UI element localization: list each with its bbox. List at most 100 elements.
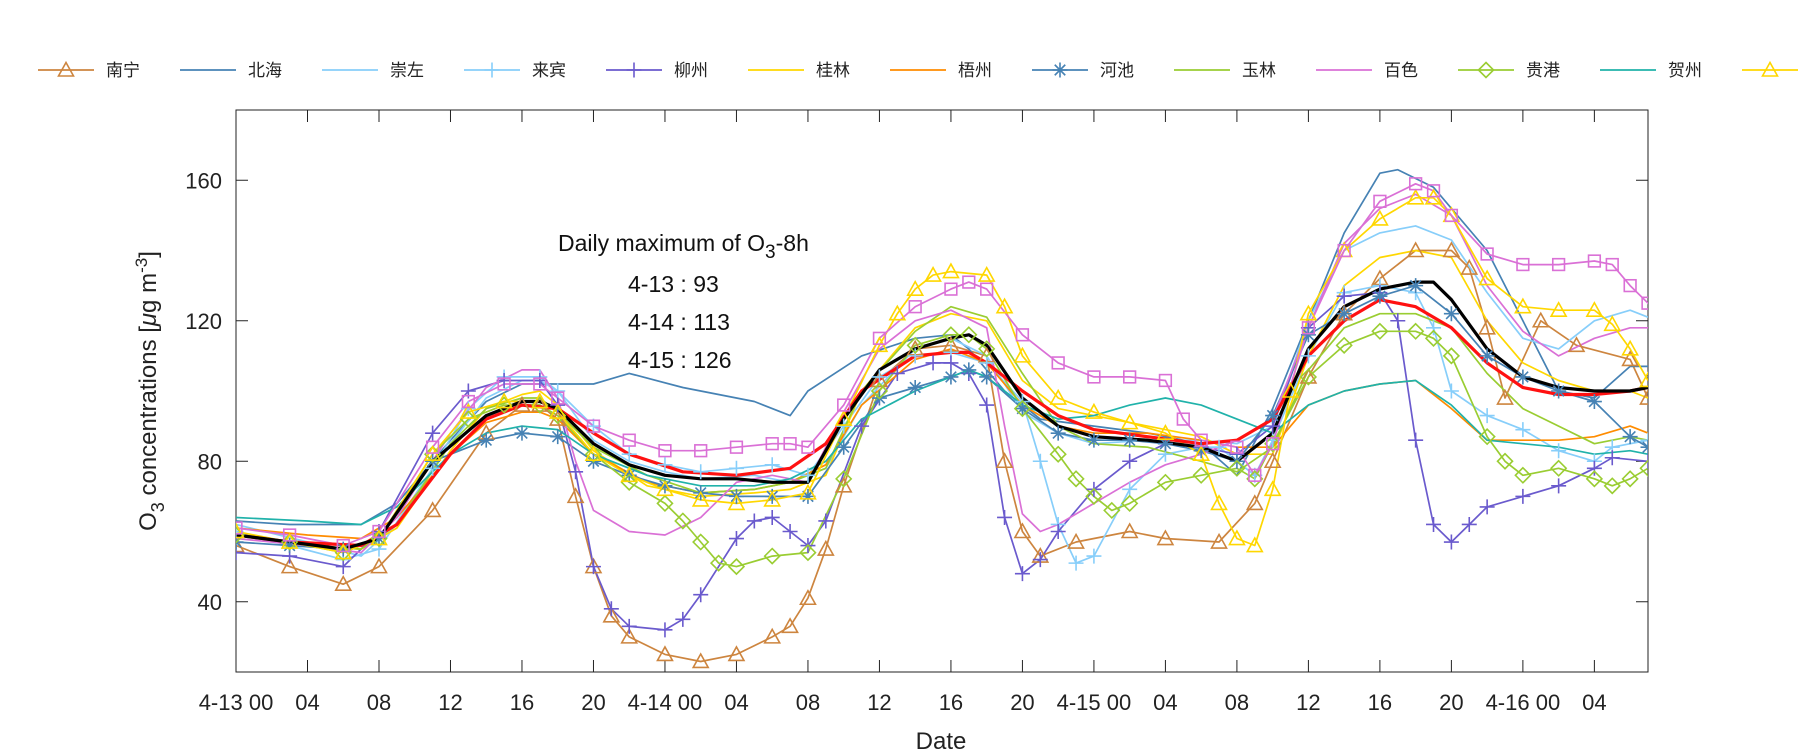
series-e992a6e5b79e-point-11 (656, 480, 674, 497)
series-e69da5e5aebe-point-24 (1068, 555, 1084, 571)
series-e69da5e5aebe-point-40 (1551, 443, 1567, 459)
series-e998b2e59f8ee6b8af-point-48 (1732, 329, 1744, 341)
series-e69fb3e5b79e-point-16 (728, 531, 744, 547)
series-e69da5e5aebe-point-38 (1479, 408, 1495, 424)
series-e8b4b5e6b8af-point-40 (1442, 347, 1461, 365)
series-e8b4b5e6b8af-point-37 (1371, 322, 1389, 340)
markers-layer (236, 177, 1744, 669)
series-e58d97e5ae81-point-38 (1442, 241, 1461, 258)
series-e69fb3e5b79e-point-50 (1604, 450, 1620, 466)
series-e8b4b5e6b8af-point-16 (763, 547, 781, 565)
series-e69da5e5aebe-point-26 (1122, 481, 1138, 497)
y-axis-title-base: O (135, 512, 162, 531)
series-e58d97e5ae81-point-19 (816, 539, 835, 556)
y-axis-title-mu: μ (135, 313, 162, 327)
series-e998b2e59f8ee6b8af-point-5 (461, 394, 476, 409)
series-e992a6e5b79e-point-20 (924, 265, 942, 282)
series-e8b4b5e6b8af-point-31 (1192, 466, 1210, 484)
series-e58d97e5ae81-point-4 (423, 501, 442, 518)
series-e69da5e5aebe-point-8 (550, 383, 566, 399)
series-e992a6e5b79e-point-30 (1210, 494, 1228, 511)
series-e6b2b3e6b1a0-point-3 (371, 531, 387, 547)
series-e58d97e5ae81-point-33 (1263, 452, 1282, 469)
legend-e58d97e5ae81-label: 南宁 (106, 61, 140, 81)
series-e8b4b5e6b8af-point-20 (906, 336, 924, 354)
x-tick-label-17: 20 (1439, 690, 1463, 715)
series-e998b2e59f8ee6b8af-point-38 (1444, 208, 1459, 223)
series-e998b2e59f8ee6b8af-point-3 (372, 524, 386, 539)
chart-legend: 南宁北海崇左来宾柳州桂林梧州河池玉林百色贵港贺州钦州防城港 (38, 60, 1798, 81)
x-tick-label-14: 08 (1225, 690, 1249, 715)
series-e998b2e59f8ee6b8af-point-2 (336, 538, 350, 553)
y-axis-title-sub: 3 (148, 502, 168, 512)
series-e6b2b3e6b1a0-point-17 (907, 379, 923, 395)
legend-e799bee889b2-label: 百色 (1384, 61, 1418, 81)
series-e69fb3e5b79e-point-9 (568, 464, 584, 480)
series-e58d97e5ae81-point-20 (834, 476, 853, 493)
series-e992a6e5b79e-point-29 (1192, 445, 1211, 462)
x-tick-label-6: 4-14 00 (628, 690, 703, 715)
series-e8b4b5e6b8af-point-21 (942, 326, 960, 344)
series-e8b4b5e6b8af-point-32 (1228, 459, 1246, 477)
series-e69fb3e5b79e-point-2 (335, 559, 351, 575)
annotation-title: Daily maximum of O3-8h (558, 230, 809, 263)
series-e8b4b5e6b8af-point-15 (727, 557, 746, 576)
series-e58d97e5ae81-point-21 (870, 371, 889, 388)
annotation-line-2: 4-14 : 113 (628, 309, 730, 335)
x-tick-label-8: 08 (796, 690, 820, 715)
series-e6b2b3e6b1a0-point-39 (1640, 439, 1648, 455)
series-e69da5e5aebe-point-22 (1032, 453, 1048, 469)
series-e6b2b3e6b1a0-point-5 (478, 432, 494, 448)
series-e8b4b5e6b8af-point-47 (1621, 470, 1639, 488)
series-e69fb3e5b79e-point-31 (1050, 524, 1066, 539)
series-e69da5e5aebe-point-14 (764, 457, 780, 473)
series-e8b4b5e6b8af-point-44 (1550, 459, 1568, 477)
legend-e78e89e69e97-label: 玉林 (1242, 61, 1276, 81)
series-e6b2b3e6b1a0-point-18 (943, 369, 959, 385)
series-e998b2e59f8ee6b8af-point-37 (1426, 184, 1441, 198)
series-e6b2b3e6b1a0-point-15 (836, 439, 852, 455)
series-e998b2e59f8ee6b8af-point-21 (962, 275, 976, 289)
series-e992a6e5b79e-point-42 (1514, 297, 1532, 314)
series-e998b2e59f8ee6b8af-point-15 (783, 437, 797, 451)
x-tick-label-12: 4-15 00 (1057, 690, 1132, 715)
x-tick-label-0: 4-13 00 (199, 690, 274, 715)
series-e6b2b3e6b1a0-point-29 (1300, 327, 1316, 343)
legend-e992a6e5b79e-marker (1761, 60, 1779, 77)
series-e992a6e5b79e-point-34 (1281, 381, 1300, 398)
x-tick-label-2: 08 (367, 690, 391, 715)
annotation-title-pre: Daily maximum of O (558, 230, 765, 256)
annotation-title-post: -8h (776, 230, 809, 256)
series-e6b2b3e6b1a0-point-20 (979, 369, 995, 385)
y-axis-title: O3 concentrations [μg m-3] (132, 251, 168, 531)
x-tick-label-7: 04 (724, 690, 748, 715)
series-e8b4b5e6b8af-point-30 (1156, 473, 1175, 491)
series-e8b4b5e6b8af-point-38 (1407, 322, 1425, 340)
series-e992a6e5b79e-point-8 (548, 402, 567, 419)
series-e992a6e5b79e-point-47 (1639, 371, 1648, 388)
series-e69da5e5aebe-point-12 (693, 464, 709, 480)
series-e58d97e5ae81-point-44 (1621, 350, 1639, 367)
series-e998b2e59f8ee6b8af-point-35 (1373, 194, 1387, 208)
series-e69da5e5aebe-line (236, 284, 1648, 564)
y-tick-label-1: 80 (198, 449, 222, 474)
series-e992a6e5b79e-point-5 (459, 402, 478, 419)
series-e69fb3e5b79e-line (236, 291, 1648, 631)
series-e998b2e59f8ee6b8af-point-27 (1158, 373, 1173, 388)
series-e6b2b3e6b1a0-point-21 (1014, 401, 1030, 417)
series-e998b2e59f8ee6b8af-point-14 (765, 437, 779, 451)
series-e992a6e5b79e-point-33 (1263, 480, 1282, 497)
y-axis-title-text: concentrations [ (135, 326, 162, 502)
series-e998b2e59f8ee6b8af-point-16 (801, 440, 815, 454)
legend-e6a2a7e5b79e-label: 梧州 (958, 61, 992, 81)
series-e998b2e59f8ee6b8af-point-29 (1194, 433, 1208, 447)
series-e998b2e59f8ee6b8af-point-26 (1123, 370, 1137, 384)
y-tick-label-0: 40 (198, 590, 222, 615)
legend-e69fb3e5b79e-marker (626, 62, 642, 78)
series-e69da5e5aebe-point-15 (800, 467, 816, 483)
series-e992a6e5b79e-point-22 (977, 265, 996, 282)
series-e998b2e59f8ee6b8af-point-6 (497, 377, 511, 391)
legend-e6b2b3e6b1a0-label: 河池 (1100, 61, 1134, 81)
series-e992a6e5b79e-point-12 (691, 490, 710, 507)
series-e69fb3e5b79e-point-13 (657, 622, 673, 638)
